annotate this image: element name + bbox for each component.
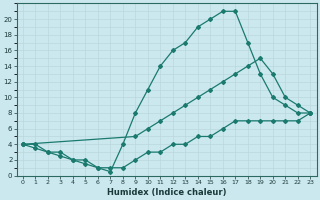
- X-axis label: Humidex (Indice chaleur): Humidex (Indice chaleur): [107, 188, 226, 197]
